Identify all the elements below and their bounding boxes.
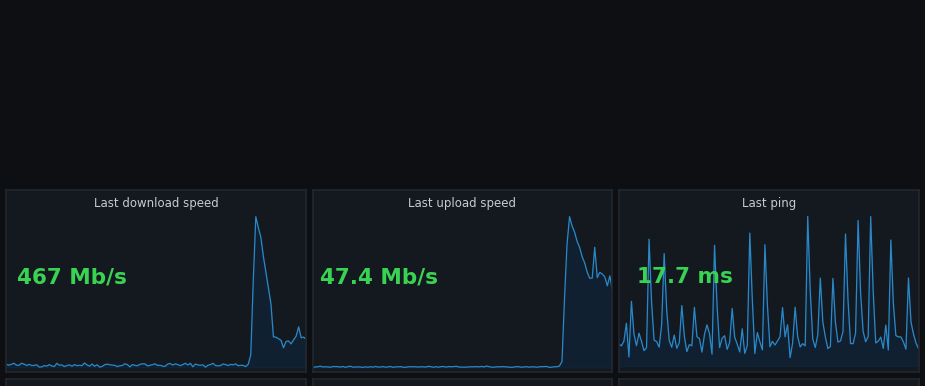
Text: 17.7 ms: 17.7 ms (636, 267, 733, 287)
Text: 467 Mb/s: 467 Mb/s (18, 267, 128, 287)
Text: Last download speed: Last download speed (94, 197, 218, 210)
Text: Last upload speed: Last upload speed (409, 197, 516, 210)
Text: Last ping: Last ping (742, 197, 796, 210)
Text: 47.4 Mb/s: 47.4 Mb/s (319, 267, 438, 287)
